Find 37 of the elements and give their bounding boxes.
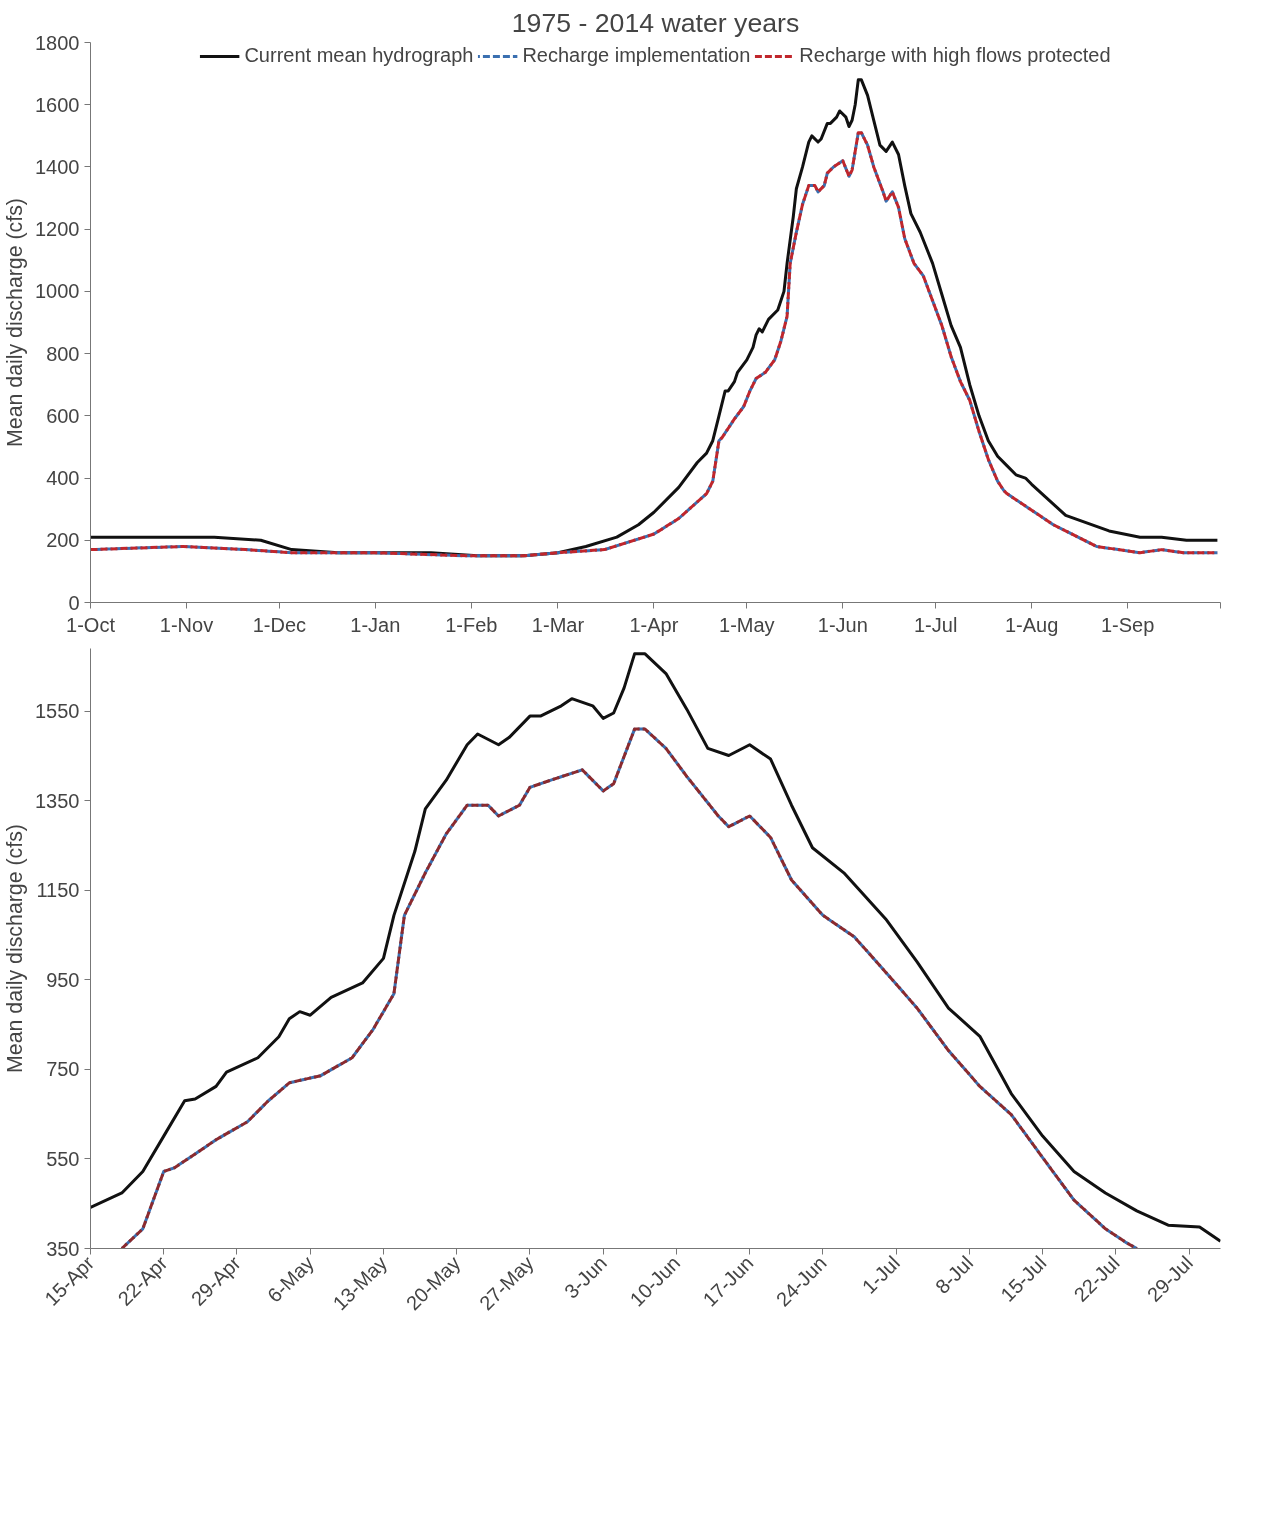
chart-title: 1975 - 2014 water years [511, 7, 800, 38]
y-tick-label: 350 [46, 1237, 80, 1260]
legend-label: Recharge with high flows protected [799, 44, 1111, 67]
x-tick-label: 1-Aug [1004, 613, 1059, 636]
x-tick-label: 1-Apr [629, 613, 679, 636]
y-tick-label: 1150 [36, 879, 80, 902]
y-tick-label: 1350 [35, 789, 80, 812]
y-tick-label: 1200 [35, 218, 80, 241]
y-tick-label: 0 [68, 591, 80, 614]
x-tick-label: 1-Nov [159, 613, 214, 636]
x-tick-label: 1-Oct [66, 613, 116, 636]
legend-label: Recharge implementation [522, 44, 751, 67]
y-tick-label: 1000 [35, 280, 80, 303]
y-tick-label: 550 [46, 1147, 80, 1170]
x-tick-label: 1-Jun [817, 613, 868, 636]
line-series [90, 652, 1221, 1243]
y-tick-label: 750 [46, 1058, 80, 1081]
y-tick-label: 800 [46, 342, 80, 365]
y-tick-label: 400 [46, 467, 80, 490]
x-tick-label: 1-Jul [914, 613, 958, 636]
legend-label: Current mean hydrograph [244, 44, 474, 67]
y-tick-label: 200 [46, 529, 80, 552]
x-tick-label: 1-Sep [1100, 613, 1155, 636]
y-tick-label: 600 [46, 404, 80, 427]
x-tick-label: 1-Dec [252, 613, 307, 636]
line-series [120, 727, 1139, 1249]
y-tick-label: 1800 [35, 31, 80, 54]
x-tick-label: 1-Mar [531, 613, 585, 636]
y-tick-label: 1550 [35, 700, 80, 723]
x-tick-label: 1-Feb [445, 613, 498, 636]
y-axis-title: Mean daily discharge (cfs) [3, 824, 28, 1073]
y-tick-label: 1400 [35, 155, 80, 178]
x-tick-label: 1-May [719, 613, 775, 636]
y-axis-title: Mean daily discharge (cfs) [3, 198, 28, 447]
y-tick-label: 1600 [35, 93, 80, 116]
x-tick-label: 1-Jan [350, 613, 401, 636]
y-tick-label: 950 [46, 968, 80, 991]
